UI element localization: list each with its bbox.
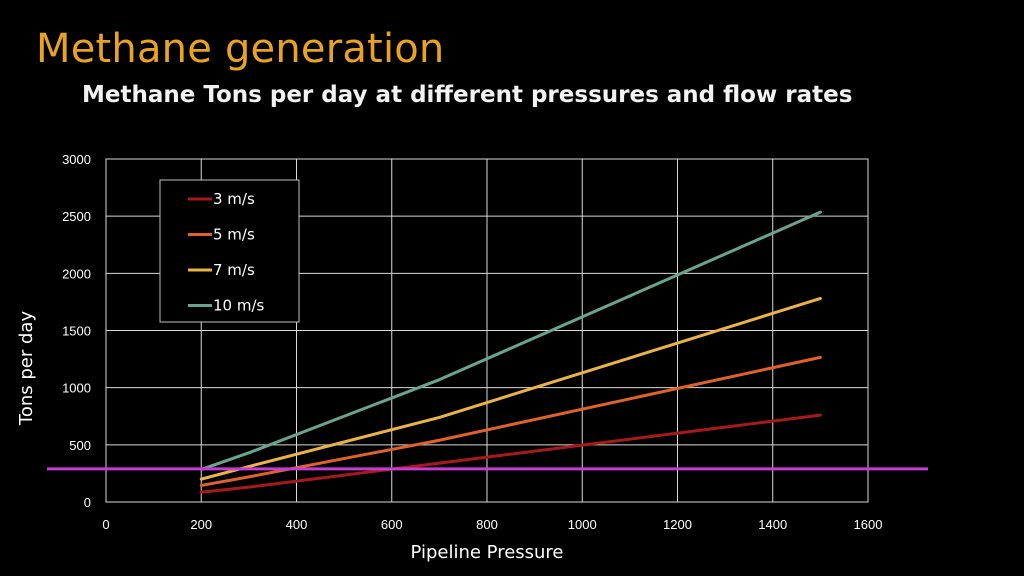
x-tick-label: 1000 [568, 517, 597, 532]
y-tick-label: 1000 [62, 381, 91, 396]
chart-tick-labels: 0 200 400 600 800 1000 1200 1400 1600 0 500 1000 150… [62, 152, 882, 532]
y-tick-label: 3000 [62, 152, 91, 167]
chart-series [47, 210, 928, 494]
y-tick-label: 1500 [62, 324, 91, 339]
slide-title: Methane generation [36, 26, 445, 72]
series-line-3 [199, 210, 822, 471]
legend-box [159, 179, 300, 323]
y-tick-label: 0 [84, 495, 91, 510]
series-line-2 [199, 296, 822, 481]
y-tick-label: 500 [69, 438, 91, 453]
legend-label: 5 m/s [213, 226, 255, 244]
series-line-0 [199, 413, 822, 494]
x-tick-label: 200 [190, 517, 212, 532]
x-tick-label: 0 [102, 517, 109, 532]
legend-label: 7 m/s [213, 261, 255, 279]
legend-label: 10 m/s [213, 297, 265, 315]
x-tick-label: 600 [381, 517, 403, 532]
series-line-1 [199, 355, 822, 487]
chart-grid [105, 158, 869, 503]
x-tick-label: 1600 [854, 517, 883, 532]
chart-legend: 3 m/s 5 m/s 7 m/s 10 m/s [159, 179, 300, 323]
x-axis-title: Pipeline Pressure [410, 542, 563, 563]
y-tick-label: 2500 [62, 209, 91, 224]
x-tick-label: 400 [286, 517, 308, 532]
x-tick-label: 1200 [663, 517, 692, 532]
x-tick-label: 800 [476, 517, 498, 532]
slide-subtitle: Methane Tons per day at different pressu… [82, 82, 853, 108]
y-tick-label: 2000 [62, 266, 91, 281]
legend-label: 3 m/s [213, 190, 255, 208]
y-axis-title: Tons per day [16, 311, 37, 427]
x-tick-label: 1400 [758, 517, 787, 532]
